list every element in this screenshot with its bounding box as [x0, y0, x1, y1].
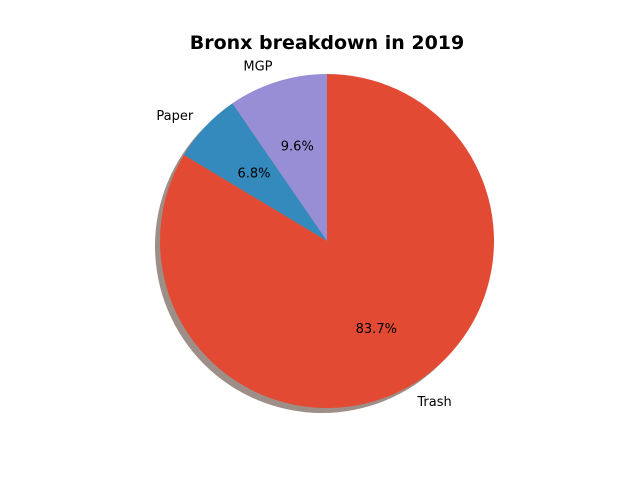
slice-label-trash: Trash	[416, 395, 451, 410]
slice-label-paper: Paper	[156, 109, 193, 124]
pie-labels: MGP 9.6% Paper 6.8% Trash 83.7%	[156, 60, 451, 410]
chart-title: Bronx breakdown in 2019	[190, 32, 465, 54]
pct-label-trash: 83.7%	[356, 322, 397, 337]
pie-slice-mgp	[232, 74, 327, 241]
pct-label-mgp: 9.6%	[281, 139, 314, 154]
pct-label-paper: 6.8%	[237, 166, 270, 181]
pie-slice-paper	[183, 103, 327, 241]
slice-label-mgp: MGP	[243, 60, 272, 75]
pie-slices	[159, 74, 494, 409]
pie-slice-trash	[159, 74, 494, 409]
